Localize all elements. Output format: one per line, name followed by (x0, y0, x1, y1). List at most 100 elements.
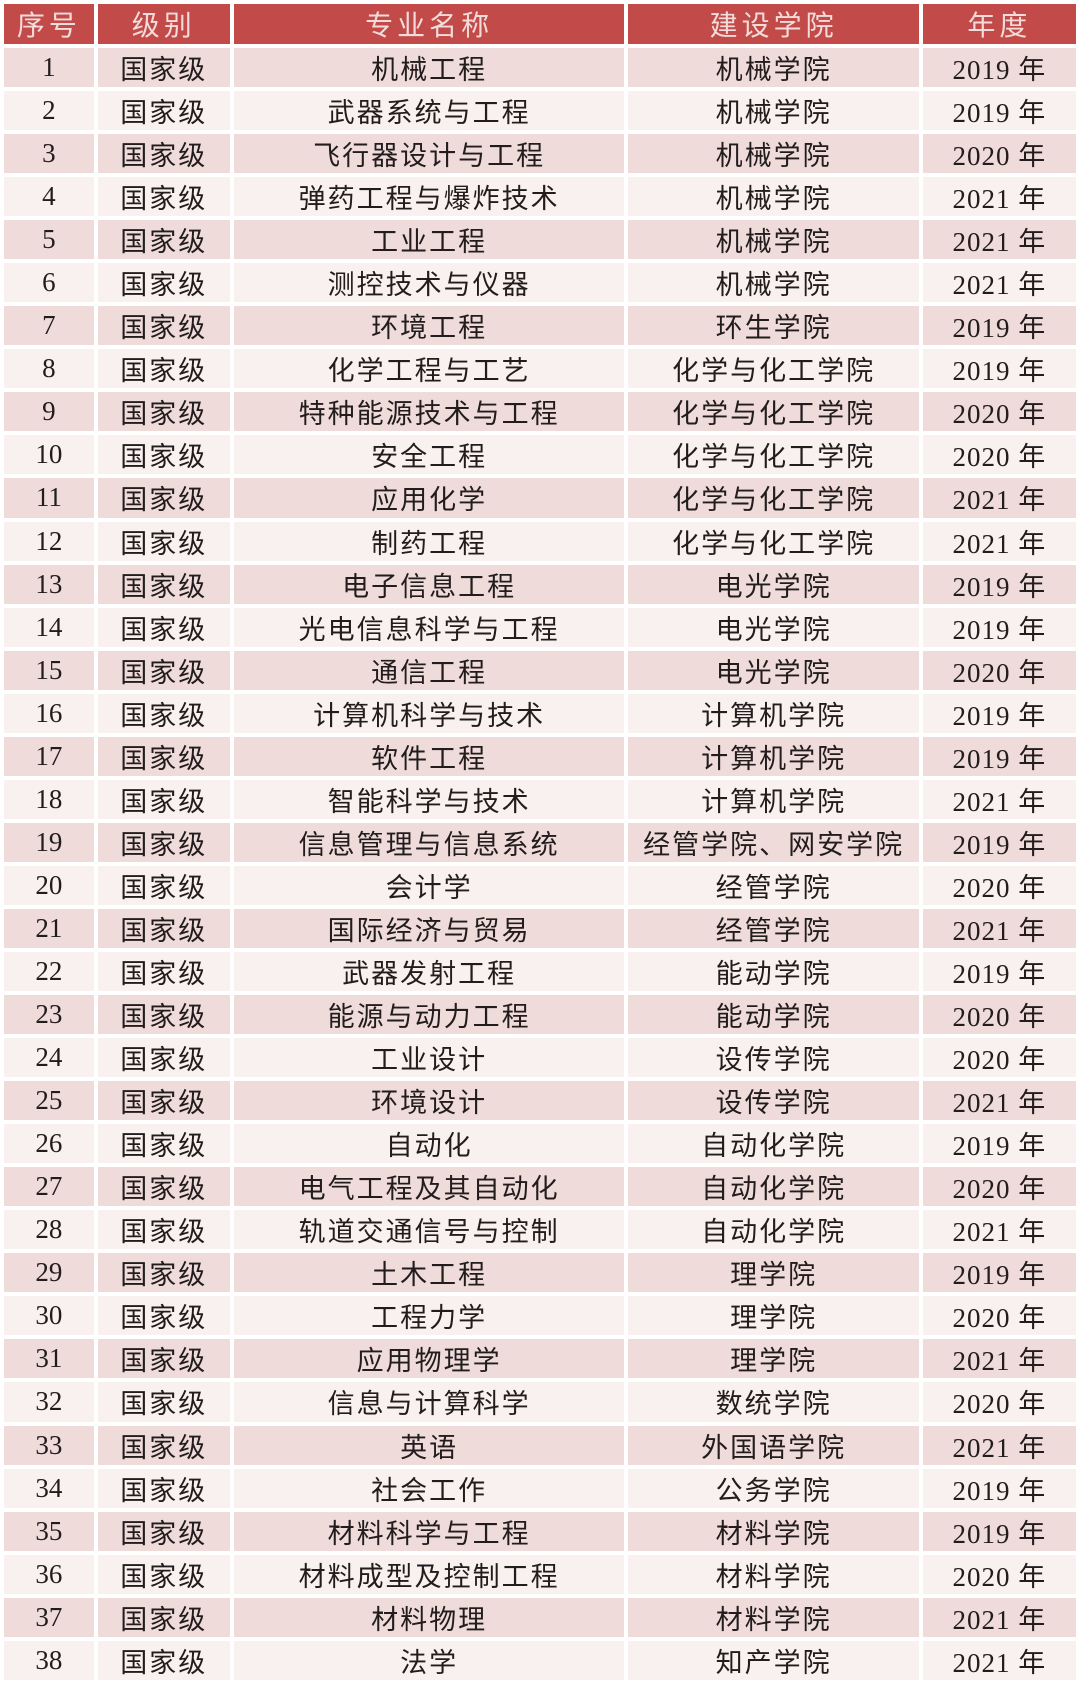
table-row: 15 国家级 通信工程 电光学院 2020 年 (4, 650, 1076, 690)
cell-index: 16 (4, 693, 94, 733)
cell-year: 2020 年 (922, 1167, 1076, 1207)
cell-major: 会计学 (233, 865, 625, 905)
cell-major: 环境设计 (233, 1081, 625, 1121)
table-row: 12 国家级 制药工程 化学与化工学院 2021 年 (4, 521, 1076, 561)
cell-major: 环境工程 (233, 306, 625, 346)
cell-college: 数统学院 (628, 1382, 919, 1422)
cell-year: 2019 年 (922, 1511, 1076, 1551)
cell-year: 2021 年 (922, 177, 1076, 217)
column-header-major: 专业名称 (233, 4, 625, 44)
table-row: 11 国家级 应用化学 化学与化工学院 2021 年 (4, 478, 1076, 518)
cell-index: 34 (4, 1468, 94, 1508)
cell-index: 36 (4, 1554, 94, 1594)
cell-index: 18 (4, 779, 94, 819)
cell-year: 2020 年 (922, 134, 1076, 174)
table-row: 4 国家级 弹药工程与爆炸技术 机械学院 2021 年 (4, 177, 1076, 217)
cell-level: 国家级 (97, 1339, 230, 1379)
cell-college: 自动化学院 (628, 1210, 919, 1250)
cell-major: 飞行器设计与工程 (233, 134, 625, 174)
cell-level: 国家级 (97, 48, 230, 88)
table-row: 35 国家级 材料科学与工程 材料学院 2019 年 (4, 1511, 1076, 1551)
cell-level: 国家级 (97, 1425, 230, 1465)
table-row: 31 国家级 应用物理学 理学院 2021 年 (4, 1339, 1076, 1379)
cell-year: 2019 年 (922, 693, 1076, 733)
cell-year: 2021 年 (922, 478, 1076, 518)
table-row: 3 国家级 飞行器设计与工程 机械学院 2020 年 (4, 134, 1076, 174)
cell-major: 武器系统与工程 (233, 91, 625, 131)
table-row: 13 国家级 电子信息工程 电光学院 2019 年 (4, 564, 1076, 604)
cell-index: 22 (4, 951, 94, 992)
cell-college: 理学院 (628, 1253, 919, 1293)
cell-index: 1 (4, 48, 94, 88)
cell-level: 国家级 (97, 521, 230, 561)
cell-college: 设传学院 (628, 1038, 919, 1078)
table-row: 21 国家级 国际经济与贸易 经管学院 2021 年 (4, 908, 1076, 948)
cell-college: 知产学院 (628, 1640, 919, 1680)
table-row: 7 国家级 环境工程 环生学院 2019 年 (4, 306, 1076, 346)
cell-index: 4 (4, 177, 94, 217)
table-row: 24 国家级 工业设计 设传学院 2020 年 (4, 1038, 1076, 1078)
cell-major: 法学 (233, 1640, 625, 1680)
cell-college: 计算机学院 (628, 693, 919, 733)
cell-index: 28 (4, 1210, 94, 1250)
cell-index: 6 (4, 263, 94, 303)
cell-index: 38 (4, 1640, 94, 1680)
cell-year: 2020 年 (922, 650, 1076, 690)
cell-major: 弹药工程与爆炸技术 (233, 177, 625, 217)
cell-major: 自动化 (233, 1124, 625, 1164)
table-row: 20 国家级 会计学 经管学院 2020 年 (4, 865, 1076, 905)
cell-level: 国家级 (97, 392, 230, 432)
column-header-level: 级别 (97, 4, 230, 44)
table-row: 17 国家级 软件工程 计算机学院 2019 年 (4, 736, 1076, 776)
cell-year: 2021 年 (922, 220, 1076, 260)
cell-index: 37 (4, 1597, 94, 1637)
cell-year: 2021 年 (922, 1425, 1076, 1465)
cell-major: 材料科学与工程 (233, 1511, 625, 1551)
cell-major: 社会工作 (233, 1468, 625, 1508)
cell-level: 国家级 (97, 822, 230, 862)
cell-year: 2019 年 (922, 1468, 1076, 1508)
cell-level: 国家级 (97, 1640, 230, 1680)
cell-major: 国际经济与贸易 (233, 908, 625, 948)
cell-level: 国家级 (97, 1511, 230, 1551)
cell-college: 自动化学院 (628, 1167, 919, 1207)
cell-college: 电光学院 (628, 564, 919, 604)
cell-college: 机械学院 (628, 220, 919, 260)
cell-level: 国家级 (97, 1468, 230, 1508)
cell-index: 33 (4, 1425, 94, 1465)
table-row: 36 国家级 材料成型及控制工程 材料学院 2020 年 (4, 1554, 1076, 1594)
cell-major: 工程力学 (233, 1296, 625, 1336)
cell-major: 信息与计算科学 (233, 1382, 625, 1422)
cell-major: 机械工程 (233, 48, 625, 88)
cell-index: 10 (4, 435, 94, 475)
table-row: 8 国家级 化学工程与工艺 化学与化工学院 2019 年 (4, 349, 1076, 389)
cell-year: 2021 年 (922, 779, 1076, 819)
cell-index: 15 (4, 650, 94, 690)
cell-level: 国家级 (97, 177, 230, 217)
cell-index: 5 (4, 220, 94, 260)
cell-year: 2019 年 (922, 1253, 1076, 1293)
cell-college: 经管学院 (628, 865, 919, 905)
cell-major: 制药工程 (233, 521, 625, 561)
cell-major: 工业工程 (233, 220, 625, 260)
cell-major: 土木工程 (233, 1253, 625, 1293)
cell-year: 2019 年 (922, 607, 1076, 647)
cell-index: 7 (4, 306, 94, 346)
column-header-college: 建设学院 (628, 4, 919, 44)
cell-level: 国家级 (97, 865, 230, 905)
cell-year: 2019 年 (922, 349, 1076, 389)
cell-college: 理学院 (628, 1296, 919, 1336)
table-row: 9 国家级 特种能源技术与工程 化学与化工学院 2020 年 (4, 392, 1076, 432)
cell-index: 13 (4, 564, 94, 604)
cell-college: 公务学院 (628, 1468, 919, 1508)
table-row: 5 国家级 工业工程 机械学院 2021 年 (4, 220, 1076, 260)
cell-major: 特种能源技术与工程 (233, 392, 625, 432)
cell-level: 国家级 (97, 478, 230, 518)
cell-year: 2019 年 (922, 822, 1076, 862)
cell-college: 机械学院 (628, 91, 919, 131)
cell-major: 材料物理 (233, 1597, 625, 1637)
cell-year: 2021 年 (922, 1640, 1076, 1680)
cell-year: 2021 年 (922, 263, 1076, 303)
